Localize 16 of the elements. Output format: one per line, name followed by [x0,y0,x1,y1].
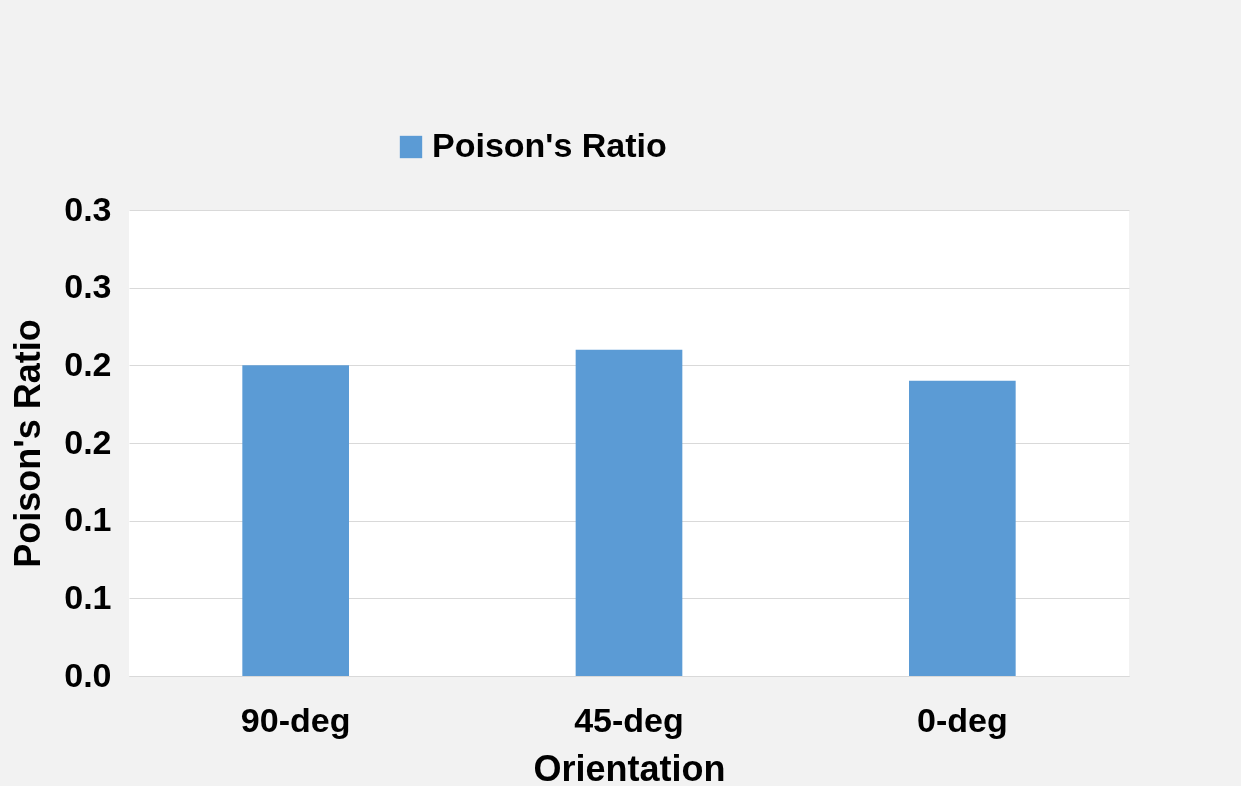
x-tick-label: 0-deg [916,700,1008,739]
y-tick-label: 0.0 [64,655,112,694]
y-tick-label: 0.3 [64,189,112,228]
x-axis-title: Orientation [533,747,726,786]
y-tick-label: 0.3 [64,267,112,306]
y-tick-label: 0.1 [64,577,112,616]
bar [242,365,349,676]
legend-label: Poison's Ratio [432,126,667,164]
bar [909,380,1016,676]
x-tick-label: 90-deg [240,700,351,739]
x-tick-label: 45-deg [574,700,684,739]
y-tick-label: 0.1 [64,500,112,539]
y-tick-label: 0.2 [64,344,112,383]
y-axis-title: Poison's Ratio [7,319,49,568]
bar [575,349,683,676]
y-tick-label: 0.2 [64,422,112,461]
